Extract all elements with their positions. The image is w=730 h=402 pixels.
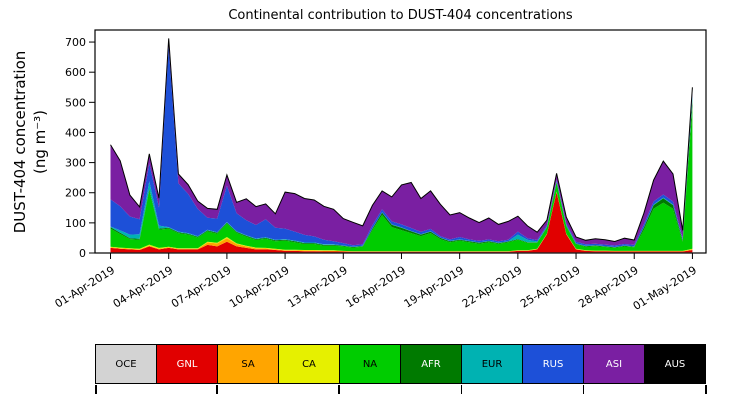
legend-item-rus: RUS xyxy=(523,345,584,383)
plot-border xyxy=(94,29,707,254)
y-tick-label: 700 xyxy=(65,36,86,49)
y-tick-label: 300 xyxy=(65,157,86,170)
x-tick-label: 07-Apr-2019 xyxy=(169,264,234,311)
plot-area: 0 100 200 300 400 500 600 700 01-Apr-201904-Apr-… xyxy=(53,29,707,313)
x-tick-label: 16-Apr-2019 xyxy=(343,264,408,311)
legend-axis-tick xyxy=(216,385,218,394)
x-tick-label: 04-Apr-2019 xyxy=(111,264,176,311)
x-tick-label: 01-May-2019 xyxy=(631,264,699,313)
legend-item-sa: SA xyxy=(218,345,279,383)
legend-axis-tick xyxy=(582,385,585,394)
legend-axis-tick xyxy=(460,385,463,394)
x-tick-label: 19-Apr-2019 xyxy=(402,264,467,311)
legend-item-aus: AUS xyxy=(645,345,705,383)
y-tick-label: 500 xyxy=(65,96,86,109)
x-tick-label: 13-Apr-2019 xyxy=(285,264,350,311)
chart-title: Continental contribution to DUST-404 con… xyxy=(228,8,573,23)
x-tick-label: 22-Apr-2019 xyxy=(460,264,525,311)
legend-item-afr: AFR xyxy=(401,345,462,383)
x-tick-label: 25-Apr-2019 xyxy=(518,264,583,311)
y-tick-label: 600 xyxy=(65,66,86,79)
legend-item-asi: ASI xyxy=(584,345,645,383)
y-tick-label: 0 xyxy=(79,247,86,260)
legend-axis-tick xyxy=(705,385,707,394)
legend-axis-ticks xyxy=(95,385,707,397)
x-tick-label: 01-Apr-2019 xyxy=(53,264,118,311)
area-gnl xyxy=(110,192,693,253)
area-rus xyxy=(110,46,693,247)
area-asi xyxy=(110,38,693,246)
legend-axis-tick xyxy=(95,385,97,394)
legend-item-ca: CA xyxy=(279,345,340,383)
y-tick-label: 400 xyxy=(65,126,86,139)
y-tick-label: 100 xyxy=(65,217,86,230)
legend-item-oce: OCE xyxy=(96,345,157,383)
legend-item-na: NA xyxy=(340,345,401,383)
legend-axis-tick xyxy=(338,385,340,394)
area-na xyxy=(110,107,693,252)
y-tick-label: 200 xyxy=(65,187,86,200)
legend: OCE GNL SA CA NA AFR EUR RUS ASI AUS xyxy=(95,344,706,384)
x-tick-label: 10-Apr-2019 xyxy=(227,264,292,311)
legend-item-eur: EUR xyxy=(462,345,523,383)
stack-top-edge xyxy=(110,38,693,243)
legend-item-gnl: GNL xyxy=(157,345,218,383)
